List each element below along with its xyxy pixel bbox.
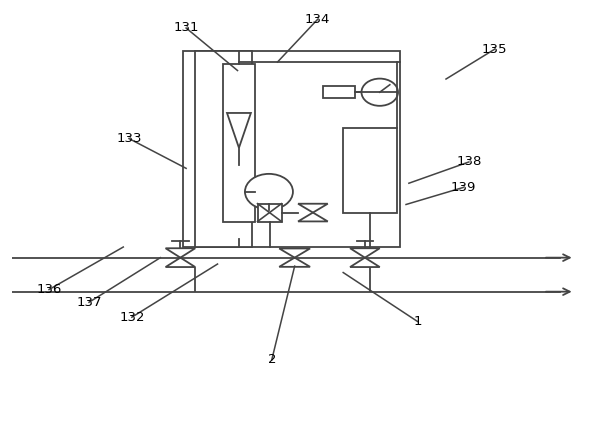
Bar: [323, 86, 355, 98]
Text: 1: 1: [413, 315, 422, 328]
Text: 134: 134: [305, 13, 330, 26]
Text: 2: 2: [268, 353, 276, 366]
Bar: [183, 51, 400, 247]
Bar: [258, 204, 281, 222]
Text: 136: 136: [36, 283, 62, 296]
Text: 137: 137: [76, 296, 102, 309]
Text: 135: 135: [482, 43, 508, 56]
Text: 131: 131: [173, 22, 199, 35]
Text: 132: 132: [119, 311, 145, 324]
Bar: [343, 128, 397, 213]
Text: 138: 138: [456, 155, 481, 168]
Text: 139: 139: [450, 181, 476, 194]
Circle shape: [245, 174, 293, 210]
Text: 133: 133: [116, 132, 142, 145]
Bar: [195, 51, 252, 247]
Bar: [223, 64, 255, 222]
Circle shape: [362, 78, 398, 106]
